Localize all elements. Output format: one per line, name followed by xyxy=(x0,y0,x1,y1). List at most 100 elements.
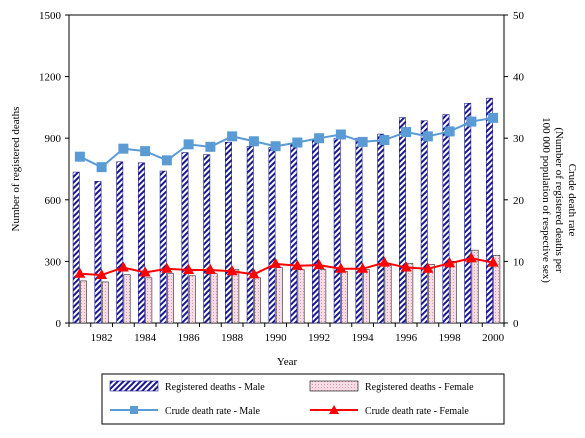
bar-female xyxy=(80,280,87,324)
point-female-rate xyxy=(139,266,151,277)
point-male-rate xyxy=(118,143,129,154)
bar-female xyxy=(493,254,501,324)
left-tick-label: 900 xyxy=(45,133,62,145)
left-axis: 0 300 600 900 1200 1500 xyxy=(39,10,69,330)
point-female-rate xyxy=(357,262,369,273)
bar-male xyxy=(203,154,211,324)
legend-label-female-bars: Registered deaths - Female xyxy=(365,382,474,393)
left-tick-label: 300 xyxy=(45,256,62,268)
x-axis-title: Year xyxy=(277,356,298,368)
bar-female xyxy=(167,273,174,324)
line-male-series xyxy=(74,112,499,173)
bar-female xyxy=(449,261,457,324)
x-tick-label: 1998 xyxy=(439,332,462,344)
bar-female xyxy=(341,271,348,324)
legend-label-female-line: Crude death rate - Female xyxy=(365,406,469,417)
point-male-rate xyxy=(466,116,477,127)
y-right-axis-subtitle-2: 100 000 population of respective sex) xyxy=(540,117,552,283)
right-axis: 0 10 20 30 40 50 xyxy=(504,10,525,330)
line-female-series xyxy=(74,252,499,279)
bar-male xyxy=(181,152,189,324)
legend-swatch-female-bars xyxy=(309,380,359,392)
point-female-rate xyxy=(117,261,129,272)
point-male-rate xyxy=(270,141,281,152)
bar-female xyxy=(188,275,196,324)
point-male-rate xyxy=(74,151,85,162)
x-tick-label: 1982 xyxy=(91,332,113,344)
point-female-rate xyxy=(487,256,499,267)
point-male-rate xyxy=(161,155,172,166)
right-tick-label: 30 xyxy=(513,133,525,145)
point-female-rate xyxy=(465,252,477,263)
bar-male xyxy=(377,133,385,324)
bar-male xyxy=(72,171,80,324)
bar-male xyxy=(159,170,167,324)
bar-female xyxy=(101,281,109,324)
bar-female xyxy=(275,267,283,324)
legend-label-male-bars: Registered deaths - Male xyxy=(165,382,265,393)
bar-male xyxy=(94,181,102,324)
right-tick-label: 40 xyxy=(513,72,525,84)
point-male-rate xyxy=(248,136,259,147)
x-tick-label: 1984 xyxy=(134,332,157,344)
x-tick-label: 1994 xyxy=(352,332,375,344)
point-male-rate xyxy=(140,146,151,157)
bar-male xyxy=(246,146,254,324)
point-female-rate xyxy=(248,268,260,279)
y-left-axis-title: Number of registered deaths xyxy=(10,107,22,232)
bar-female xyxy=(210,273,218,324)
point-female-rate xyxy=(422,262,434,273)
legend-marker-female-line xyxy=(329,405,339,414)
bar-female xyxy=(362,269,370,324)
bars-female-series xyxy=(80,249,501,324)
right-tick-label: 50 xyxy=(513,10,525,22)
bar-female xyxy=(319,269,327,324)
left-tick-label: 1500 xyxy=(39,10,62,22)
bar-female xyxy=(123,274,131,324)
point-female-rate xyxy=(378,256,390,267)
point-male-rate xyxy=(401,127,412,138)
point-female-rate xyxy=(335,262,347,273)
bar-female xyxy=(297,269,305,324)
x-tick-label: 1986 xyxy=(178,332,201,344)
right-tick-label: 0 xyxy=(513,318,519,330)
point-female-rate xyxy=(270,257,282,268)
legend-label-male-line: Crude death rate - Male xyxy=(165,406,261,417)
left-tick-label: 0 xyxy=(56,318,62,330)
bar-female xyxy=(254,277,261,324)
point-male-rate xyxy=(422,131,433,142)
x-tick-label: 1996 xyxy=(395,332,418,344)
point-female-rate xyxy=(226,265,238,276)
point-male-rate xyxy=(205,141,216,152)
legend: Registered deaths - Male Registered deat… xyxy=(101,373,505,425)
bar-female xyxy=(428,264,435,324)
bar-male xyxy=(290,144,298,324)
bar-male xyxy=(268,147,276,324)
point-female-rate xyxy=(204,264,216,275)
x-tick-label: 2000 xyxy=(482,332,505,344)
bar-male xyxy=(116,161,124,324)
left-tick-label: 600 xyxy=(45,195,62,207)
point-male-rate xyxy=(379,135,390,146)
left-tick-label: 1200 xyxy=(39,72,62,84)
point-male-rate xyxy=(314,133,325,144)
right-tick-label: 20 xyxy=(513,195,525,207)
point-female-rate xyxy=(400,261,412,272)
bar-male xyxy=(442,114,450,324)
point-male-rate xyxy=(183,139,194,150)
x-tick-label: 1988 xyxy=(221,332,244,344)
bar-female xyxy=(232,269,240,324)
bar-female xyxy=(145,277,153,324)
bar-female xyxy=(384,265,392,324)
point-male-rate xyxy=(488,112,499,123)
bar-male xyxy=(464,102,472,324)
x-tick-label: 1992 xyxy=(308,332,330,344)
line-path xyxy=(79,257,494,276)
point-female-rate xyxy=(96,268,108,279)
point-male-rate xyxy=(96,162,107,173)
point-female-rate xyxy=(161,262,173,273)
point-male-rate xyxy=(227,131,238,142)
bar-male xyxy=(420,120,428,324)
point-female-rate xyxy=(74,267,86,278)
